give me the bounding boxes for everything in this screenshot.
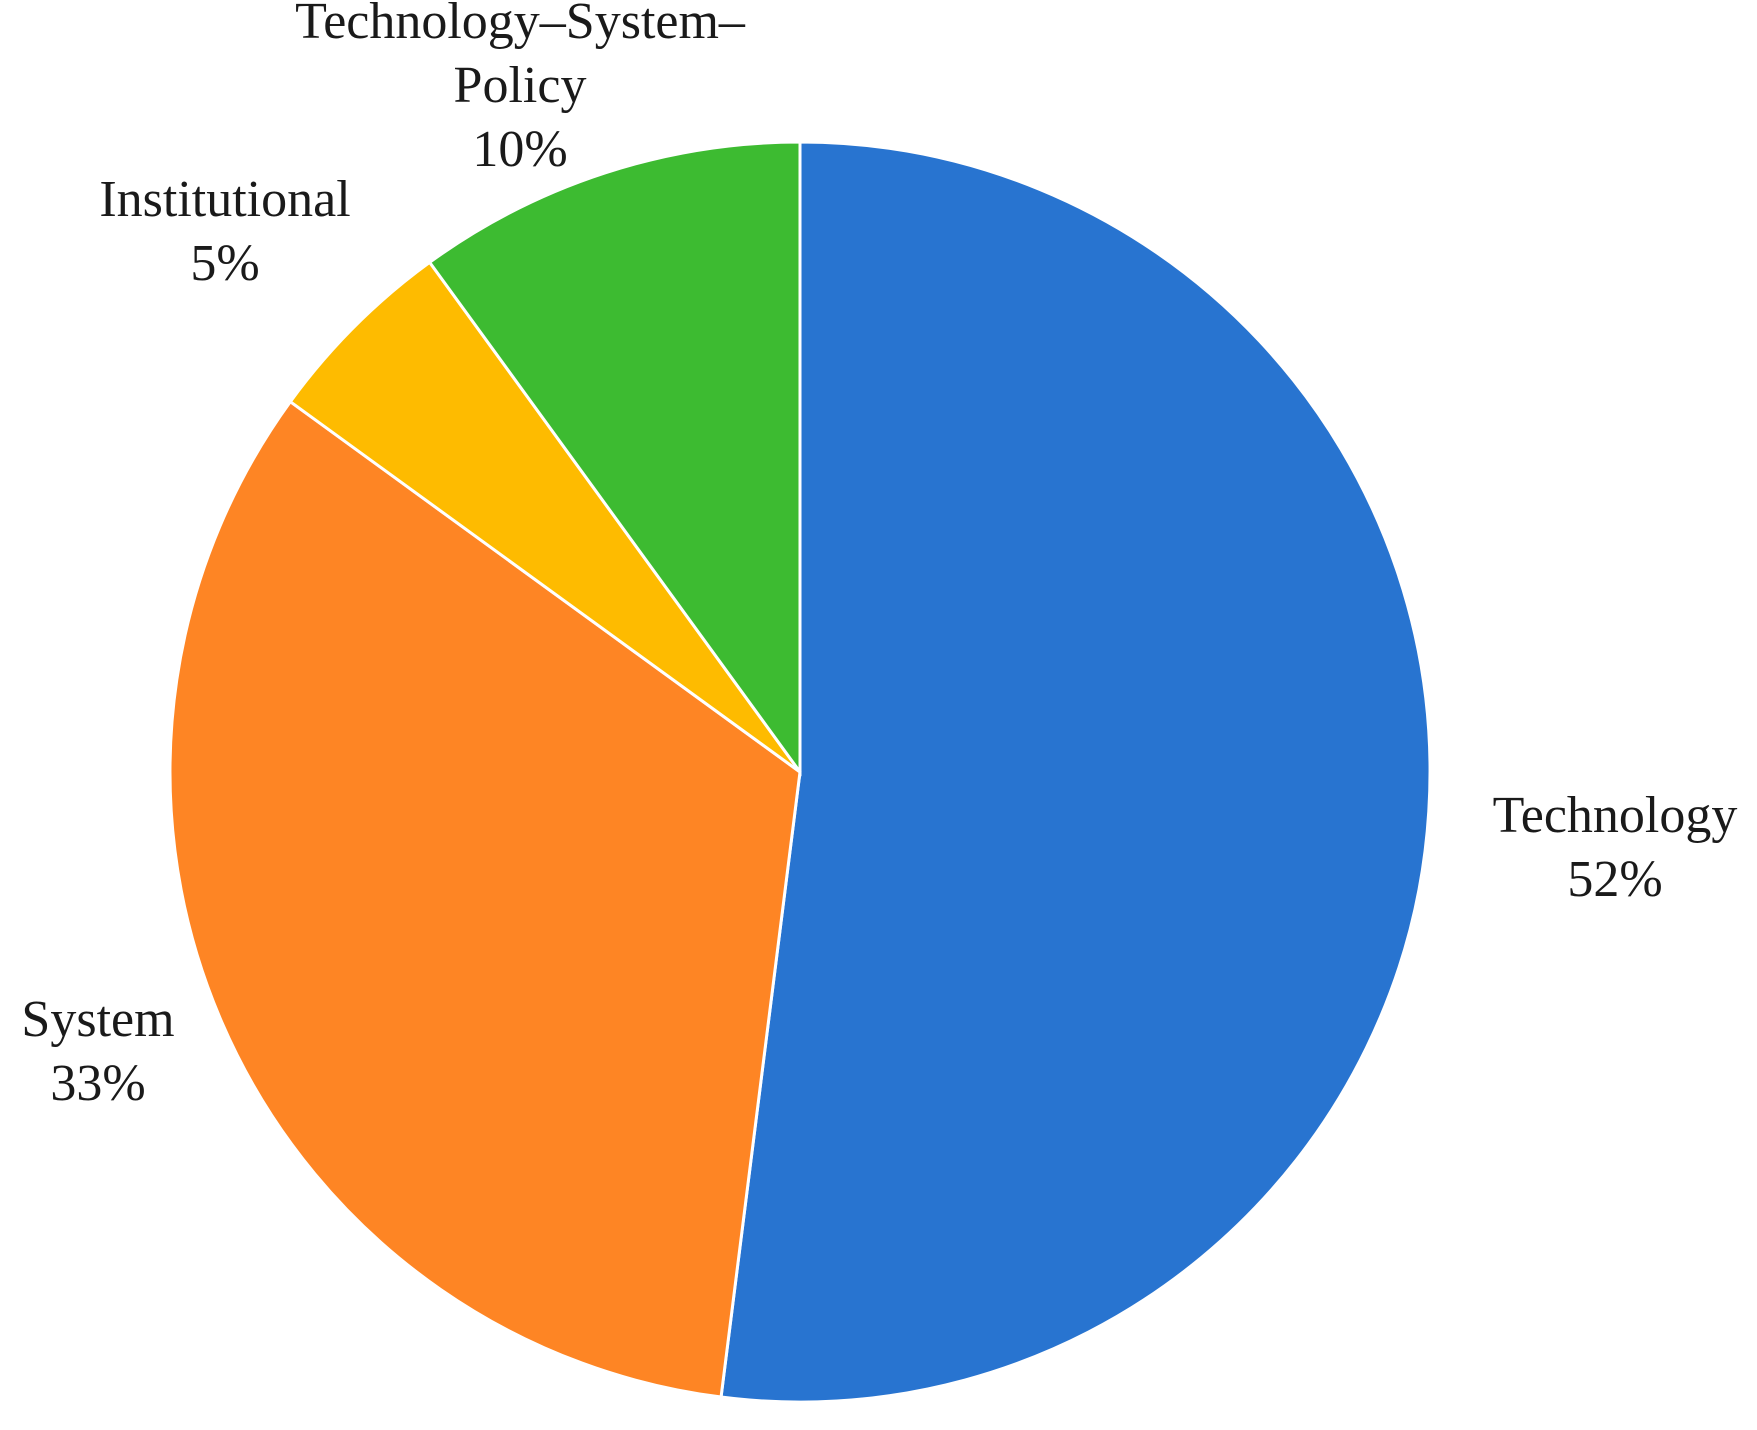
slice-name-label: Policy bbox=[454, 57, 587, 114]
pie-slice-system bbox=[168, 399, 802, 1399]
slice-percent-label: 52% bbox=[1567, 851, 1662, 908]
pie-labels: Technology 52% System 33% Institutional 5% Tec… bbox=[21, 0, 1737, 1112]
pie-slice-institutional bbox=[288, 260, 802, 774]
slice-percent-label: 10% bbox=[472, 121, 567, 178]
pie-slice-technology bbox=[719, 140, 1432, 1404]
data-label-system: System 33% bbox=[21, 991, 174, 1112]
data-label-technology-system-policy: Technology–System– Policy 10% bbox=[295, 0, 746, 178]
pie-slices bbox=[168, 140, 1432, 1404]
data-label-institutional: Institutional 5% bbox=[99, 171, 350, 292]
slice-percent-label: 5% bbox=[190, 235, 259, 292]
slice-name-label: Technology bbox=[1493, 787, 1738, 844]
slice-name-label: Institutional bbox=[99, 171, 350, 228]
data-label-technology: Technology 52% bbox=[1493, 787, 1738, 908]
slice-name-label: Technology–System– bbox=[295, 0, 746, 50]
slice-percent-label: 33% bbox=[50, 1055, 145, 1112]
pie-slice-technology-system-policy bbox=[427, 140, 802, 777]
slice-name-label: System bbox=[21, 991, 174, 1048]
